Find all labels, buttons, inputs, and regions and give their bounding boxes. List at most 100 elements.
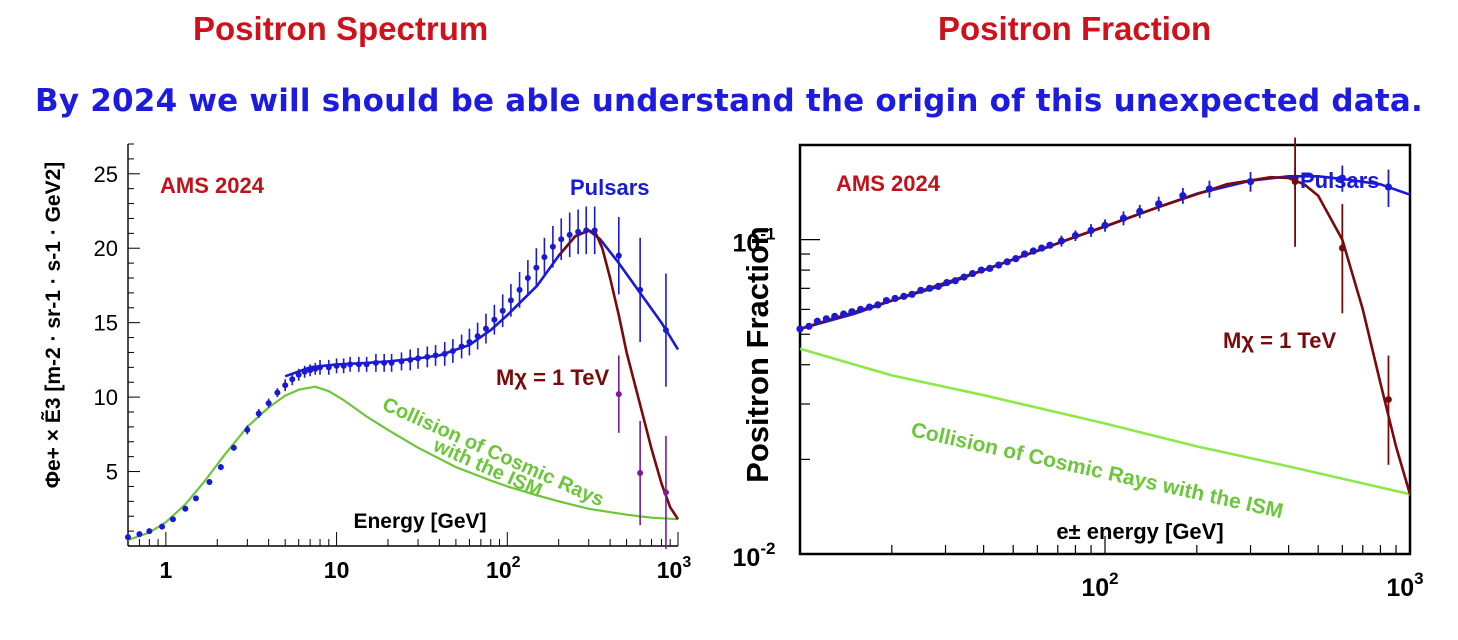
right-data-point xyxy=(865,303,874,311)
left-data-point xyxy=(363,361,370,368)
right-data-point xyxy=(1038,244,1046,252)
right-data-point xyxy=(840,310,848,318)
left-data-point xyxy=(441,350,448,357)
left-data-point xyxy=(524,275,531,281)
left-data-point xyxy=(516,286,523,293)
left-data-point xyxy=(307,367,314,374)
left-y-tick-label: 15 xyxy=(94,311,118,336)
headline: By 2024 we will should be able understan… xyxy=(35,83,1423,119)
left-data-point xyxy=(432,352,439,359)
left-ism-curve xyxy=(127,385,679,542)
right-data-point xyxy=(908,290,916,298)
left-data-point xyxy=(566,231,573,238)
left-y-tick-label: 10 xyxy=(94,385,118,410)
right-data-point xyxy=(1338,174,1346,182)
right-data-point xyxy=(917,286,925,294)
right-data-point xyxy=(882,296,891,305)
right-dm-data-point xyxy=(1338,244,1346,252)
left-data-point xyxy=(583,227,590,234)
left-data-point xyxy=(159,523,166,530)
left-data-point xyxy=(491,316,498,323)
right-data-point xyxy=(995,261,1003,269)
right-dm-data-point xyxy=(1291,178,1299,185)
right-data-point xyxy=(874,301,882,309)
right-data-point xyxy=(1136,207,1144,215)
left-data-point xyxy=(125,534,131,541)
left-data-point xyxy=(575,228,582,235)
right-y-tick-label: 10-2 xyxy=(733,539,776,572)
right-x-tick-label: 102 xyxy=(1081,569,1118,602)
left-data-point xyxy=(255,410,262,417)
left-data-point xyxy=(458,343,465,350)
left-data-point xyxy=(372,359,379,366)
right-data-point xyxy=(925,284,934,292)
right-data-point xyxy=(813,317,821,325)
left-data-point xyxy=(424,353,431,360)
left-data-point xyxy=(274,389,281,396)
left-data-point xyxy=(301,368,308,375)
left-y-tick-label: 25 xyxy=(94,162,118,187)
left-data-point xyxy=(333,362,340,369)
left-data-point xyxy=(244,426,251,433)
left-ams-label: AMS 2024 xyxy=(160,173,265,198)
left-data-point xyxy=(381,359,388,366)
right-y-axis-label: Positron Fraction xyxy=(740,226,775,483)
left-data-point xyxy=(398,358,405,365)
right-data-point xyxy=(1246,177,1255,186)
right-data-point xyxy=(848,308,856,316)
left-data-point xyxy=(136,531,143,538)
left-data-point xyxy=(217,464,224,471)
left-data-point xyxy=(474,333,481,340)
right-data-point xyxy=(1101,221,1109,229)
left-data-point xyxy=(407,356,414,363)
left-data-point xyxy=(482,325,489,332)
right-data-point xyxy=(822,315,830,323)
left-data-point xyxy=(312,365,319,372)
right-data-point xyxy=(805,322,813,330)
left-data-point xyxy=(169,516,176,523)
left-data-point xyxy=(507,297,514,304)
left-data-point xyxy=(662,327,669,334)
left-data-point xyxy=(499,307,506,314)
right-ism-curve xyxy=(799,347,1411,496)
right-data-point xyxy=(1179,192,1187,200)
right-x-axis-label: e± energy [GeV] xyxy=(1056,519,1223,544)
left-data-point xyxy=(466,339,473,346)
left-data-point xyxy=(230,444,237,451)
left-x-axis-label: Energy [GeV] xyxy=(353,510,486,533)
left-data-point xyxy=(541,254,548,261)
right-data-point xyxy=(960,273,968,281)
right-data-point xyxy=(856,305,865,313)
left-data-point xyxy=(449,347,456,354)
right-data-point xyxy=(1057,237,1066,245)
right-data-point xyxy=(1029,247,1037,255)
right-data-point xyxy=(900,292,908,300)
left-title: Positron Spectrum xyxy=(193,10,489,47)
left-data-point xyxy=(146,528,153,535)
right-ism-label: Collision of Cosmic Rays with the ISM xyxy=(909,418,1285,523)
left-data-point xyxy=(558,236,565,243)
right-data-point xyxy=(891,294,899,303)
right-pulsars-label: Pulsars xyxy=(1300,168,1380,193)
left-data-point xyxy=(355,361,362,368)
left-data-point xyxy=(549,243,556,250)
left-data-point xyxy=(182,505,189,512)
left-data-point xyxy=(265,400,272,407)
left-data-point xyxy=(289,376,296,383)
right-data-point xyxy=(934,282,942,290)
left-dm-data-point xyxy=(615,391,622,398)
left-y-axis-label: Φe+ × Ẽ3 [m-2 · sr-1 · s-1 · GeV2] xyxy=(42,162,65,489)
right-data-point xyxy=(977,266,985,274)
left-data-point xyxy=(206,478,213,485)
right-data-point xyxy=(1087,226,1095,234)
right-data-point xyxy=(986,264,994,273)
left-data-point xyxy=(295,371,302,378)
right-data-point xyxy=(796,325,804,333)
right-data-point xyxy=(951,277,959,285)
left-data-point xyxy=(415,355,422,362)
right-data-point xyxy=(1046,241,1054,249)
right-data-point xyxy=(943,279,951,287)
right-data-point xyxy=(1071,231,1080,240)
